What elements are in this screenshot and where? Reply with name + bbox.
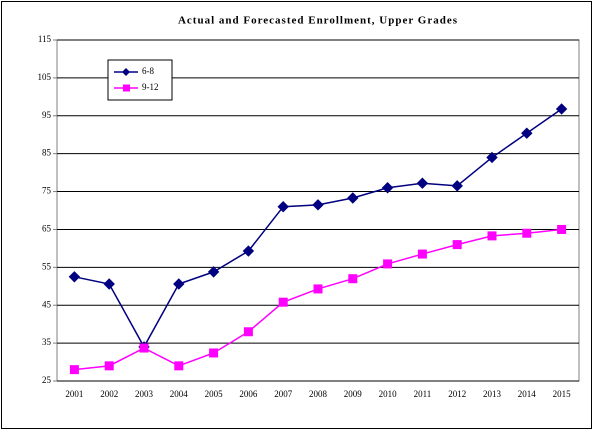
point xyxy=(486,151,498,164)
point xyxy=(522,228,532,238)
y-tick-label: 85 xyxy=(42,148,52,158)
point xyxy=(174,361,184,371)
point xyxy=(383,259,393,269)
point xyxy=(104,361,114,371)
x-tick-label: 2005 xyxy=(205,389,224,399)
x-tick-label: 2010 xyxy=(379,389,398,399)
point xyxy=(68,271,81,283)
chart-frame xyxy=(1,1,592,429)
point xyxy=(417,249,427,259)
point xyxy=(557,224,567,234)
point xyxy=(452,240,462,250)
point xyxy=(103,278,115,290)
point xyxy=(243,327,253,337)
y-tick-label: 95 xyxy=(42,110,52,120)
point xyxy=(242,245,255,257)
y-tick-label: 115 xyxy=(38,34,52,44)
x-tick-label: 2007 xyxy=(274,389,293,399)
y-tick-label: 25 xyxy=(42,375,52,385)
y-tick-label: 55 xyxy=(42,261,52,271)
x-tick-label: 2002 xyxy=(100,389,118,399)
point xyxy=(278,297,288,307)
point xyxy=(313,284,323,294)
legend: 6-8 9-12 xyxy=(107,59,173,101)
point xyxy=(451,180,463,192)
x-tick-label: 2001 xyxy=(65,389,83,399)
x-tick-label: 2008 xyxy=(309,389,328,399)
x-tick-label: 2009 xyxy=(344,389,363,399)
x-tick-label: 2006 xyxy=(239,389,258,399)
point xyxy=(312,199,324,211)
point xyxy=(207,266,220,278)
legend-marker xyxy=(123,84,130,92)
point xyxy=(139,343,149,353)
point xyxy=(209,348,219,358)
point xyxy=(487,231,497,241)
x-tick-label: 2013 xyxy=(483,389,502,399)
y-tick-label: 75 xyxy=(42,186,52,196)
point xyxy=(555,103,568,115)
x-tick-label: 2015 xyxy=(553,389,572,399)
legend-label: 6-8 xyxy=(142,66,154,76)
x-tick-label: 2012 xyxy=(448,389,466,399)
legend-label: 9-12 xyxy=(142,82,159,92)
point xyxy=(521,127,533,139)
legend-box xyxy=(107,59,173,101)
y-tick-label: 65 xyxy=(42,224,52,234)
point xyxy=(69,365,79,375)
x-tick-label: 2004 xyxy=(170,389,189,399)
legend-marker xyxy=(122,68,130,76)
point xyxy=(277,201,289,213)
chart-title: Actual and Forecasted Enrollment, Upper … xyxy=(178,15,458,27)
point xyxy=(381,182,394,194)
point xyxy=(348,274,358,284)
y-tick-label: 105 xyxy=(38,72,52,82)
point xyxy=(173,278,185,290)
x-tick-label: 2011 xyxy=(414,389,432,399)
y-tick-label: 45 xyxy=(42,299,52,309)
y-tick-label: 35 xyxy=(42,337,52,347)
x-tick-label: 2014 xyxy=(518,389,537,399)
point xyxy=(416,177,429,189)
x-tick-label: 2003 xyxy=(135,389,154,399)
point xyxy=(347,192,359,204)
